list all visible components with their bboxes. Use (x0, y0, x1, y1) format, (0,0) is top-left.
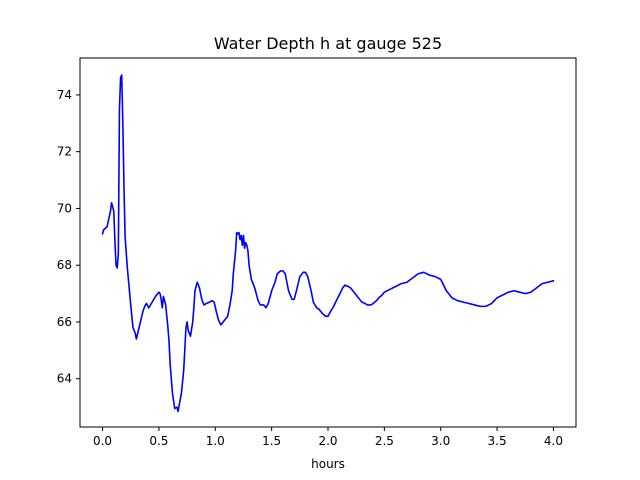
plot-frame (79, 57, 577, 428)
plot-area: 0.0 0.5 1.0 1.5 2.0 2.5 3.0 3.5 4.0 64 66 68 70 72 74 (57, 57, 577, 448)
x-tick-label: 0.5 (149, 434, 168, 448)
x-tick-label: 1.5 (262, 434, 281, 448)
x-axis-label: hours (311, 457, 345, 471)
y-tick-label: 72 (57, 145, 72, 159)
y-tick-label: 74 (57, 88, 72, 102)
x-tick-label: 2.0 (318, 434, 337, 448)
x-tick-label: 3.0 (431, 434, 450, 448)
y-tick-label: 68 (57, 258, 72, 272)
plot-background (80, 58, 576, 427)
chart-title: Water Depth h at gauge 525 (214, 34, 442, 53)
y-tick-label: 66 (57, 315, 72, 329)
y-axis-ticks: 64 66 68 70 72 74 (57, 88, 80, 386)
x-tick-label: 4.0 (544, 434, 563, 448)
x-tick-label: 1.0 (206, 434, 225, 448)
x-axis-ticks: 0.0 0.5 1.0 1.5 2.0 2.5 3.0 3.5 4.0 (93, 427, 563, 448)
x-tick-label: 0.0 (93, 434, 112, 448)
y-tick-label: 64 (57, 372, 72, 386)
series-line (101, 74, 555, 413)
y-tick-label: 70 (57, 201, 72, 215)
x-tick-label: 2.5 (375, 434, 394, 448)
series-layer (101, 74, 555, 413)
x-tick-label: 3.5 (488, 434, 507, 448)
